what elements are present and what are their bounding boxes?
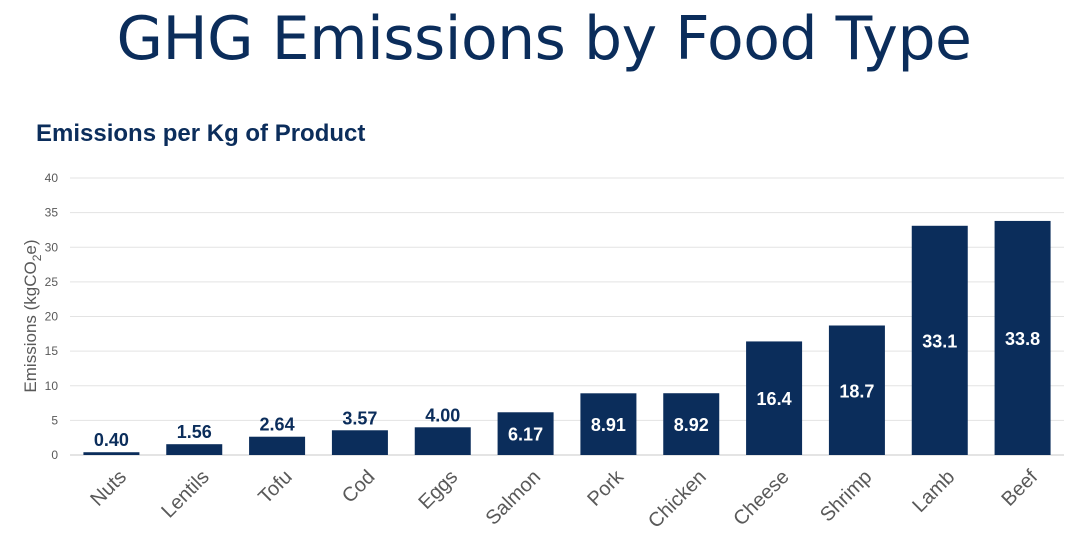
data-label-chicken: 8.92: [674, 415, 709, 435]
bar-shrimp: [828, 325, 885, 455]
y-tick-label: 35: [45, 206, 59, 220]
x-category-label: Lentils: [157, 466, 213, 522]
x-category-label: Cod: [338, 466, 380, 508]
data-label-cheese: 16.4: [757, 389, 792, 409]
chart-subtitle: Emissions per Kg of Product: [36, 120, 366, 147]
data-label-nuts: 0.40: [94, 430, 129, 450]
bar-nuts: [83, 452, 140, 455]
x-category-label: Beef: [997, 466, 1042, 511]
y-tick-label: 0: [51, 448, 58, 462]
x-category-label: Nuts: [86, 466, 131, 511]
x-category-label: Salmon: [482, 466, 546, 530]
y-tick-label: 20: [45, 310, 59, 324]
x-category-label: Pork: [583, 465, 628, 510]
bar-eggs: [414, 427, 471, 455]
y-tick-label: 25: [45, 275, 59, 289]
data-labels: 0.40 1.56 2.64 3.57 4.00 6.17 8.91 8.92 16.4 18.7…: [94, 329, 1040, 450]
y-axis-title-subscript: 2: [30, 254, 44, 261]
bar-beef: [994, 220, 1051, 455]
y-axis-title-suffix: e): [21, 239, 40, 254]
bar-chicken: [663, 393, 720, 455]
data-label-shrimp: 18.7: [839, 381, 874, 401]
data-label-tofu: 2.64: [260, 415, 295, 435]
y-axis-title-prefix: Emissions (kgCO: [21, 261, 40, 392]
y-tick-label: 10: [45, 379, 59, 393]
bar-lentils: [166, 444, 223, 455]
x-category-label: Eggs: [414, 466, 462, 514]
data-label-pork: 8.91: [591, 415, 626, 435]
bars: [83, 220, 1051, 455]
data-label-cod: 3.57: [342, 408, 377, 428]
bar-tofu: [249, 436, 306, 455]
bar-lamb: [911, 225, 968, 455]
data-label-lentils: 1.56: [177, 422, 212, 442]
data-label-salmon: 6.17: [508, 425, 543, 445]
data-label-eggs: 4.00: [425, 405, 460, 425]
y-tick-label: 40: [45, 171, 59, 185]
page-title: GHG Emissions by Food Type: [116, 4, 972, 74]
bar-pork: [580, 393, 637, 455]
x-axis-categories: Nuts Lentils Tofu Cod Eggs Salmon Pork Chicken C…: [86, 465, 1042, 532]
x-category-label: Shrimp: [816, 466, 876, 526]
bar-salmon: [497, 412, 554, 455]
x-category-label: Cheese: [729, 466, 793, 530]
y-axis-title: Emissions (kgCO2e): [21, 239, 44, 392]
y-tick-label: 5: [51, 413, 58, 427]
x-category-label: Tofu: [254, 466, 296, 508]
bar-cheese: [746, 341, 803, 455]
gridlines: [70, 177, 1064, 456]
y-axis-ticks: 0 5 10 15 20 25 30 35 40: [45, 171, 59, 462]
x-category-label: Chicken: [644, 466, 711, 533]
y-tick-label: 30: [45, 240, 59, 254]
bar-cod: [331, 430, 388, 455]
data-label-beef: 33.8: [1005, 329, 1040, 349]
x-category-label: Lamb: [908, 466, 959, 517]
y-tick-label: 15: [45, 344, 59, 358]
data-label-lamb: 33.1: [922, 331, 957, 351]
